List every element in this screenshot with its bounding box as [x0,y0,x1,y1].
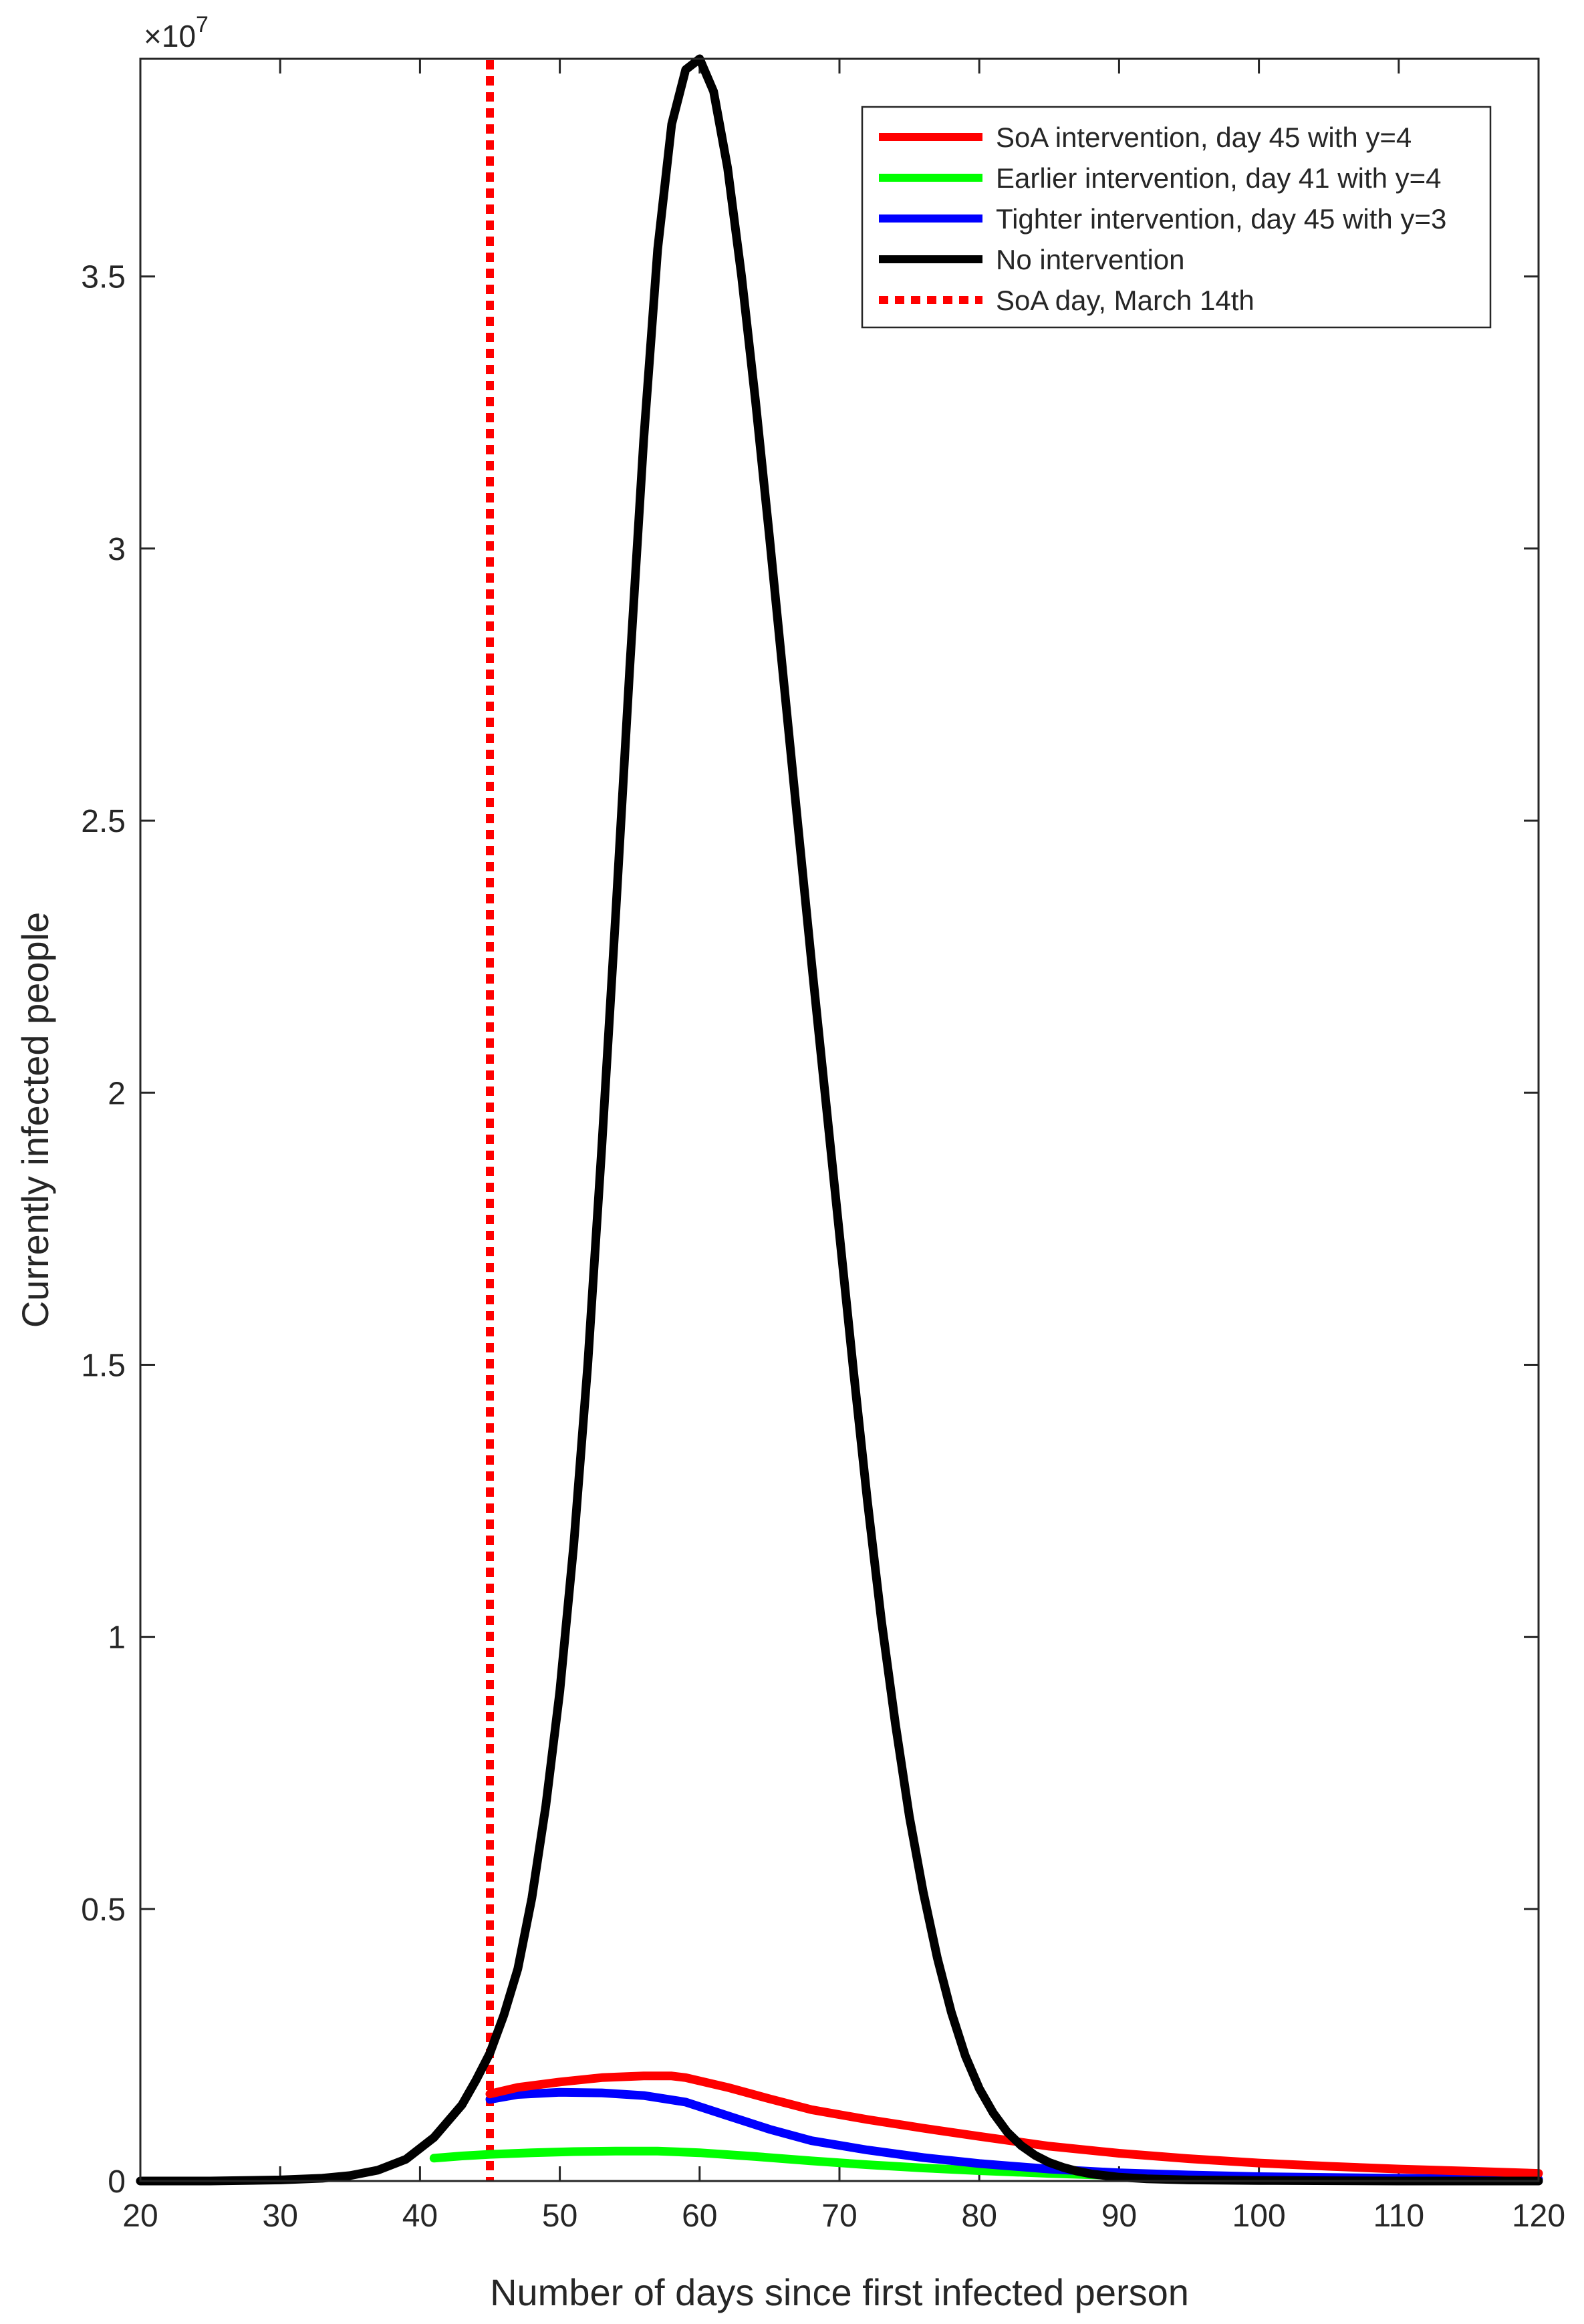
x-axis-label: Number of days since first infected pers… [490,2271,1189,2313]
x-tick-label: 30 [263,2198,298,2234]
series-line-4 [136,54,1543,2186]
tick-labels: 20 30 40 50 60 70 80 90 100 110 120 0 0.5 1 1.5 2 2.5 3 3.… [81,260,1565,2234]
legend-label: No intervention [996,244,1185,275]
x-tick-label: 120 [1512,2198,1565,2234]
y-tick-label: 0 [108,2164,126,2200]
x-tick-label: 20 [122,2198,158,2234]
x-tick-label: 40 [402,2198,438,2234]
y-exponent-label: ×107 [144,12,209,53]
y-tick-label: 2.5 [81,804,126,839]
x-tick-label: 100 [1232,2198,1286,2234]
x-tick-label: 80 [962,2198,997,2234]
legend-label: Earlier intervention, day 41 with y=4 [996,162,1442,194]
series-line-3 [485,2087,1543,2184]
legend-label: SoA day, March 14th [996,285,1255,316]
y-tick-label: 1 [108,1620,126,1656]
x-tick-label: 70 [821,2198,857,2234]
y-tick-label: 0.5 [81,1892,126,1928]
legend-label: SoA intervention, day 45 with y=4 [996,122,1412,153]
y-tick-label: 1.5 [81,1348,126,1383]
legend: SoA intervention, day 45 with y=4 Earlier… [861,106,1492,329]
x-tick-label: 60 [682,2198,717,2234]
y-tick-label: 3 [108,532,126,567]
x-tick-label: 110 [1373,2198,1425,2234]
x-tick-label: 90 [1101,2198,1137,2234]
y-axis-label: Currently infected people [14,912,56,1328]
y-tick-label: 3.5 [81,260,126,295]
series-line-1 [485,2071,1543,2178]
plot-area [140,59,1539,2181]
axes-box [139,57,1540,2182]
y-tick-label: 2 [108,1076,126,1111]
series-layer [136,54,1543,2186]
x-tick-label: 50 [542,2198,577,2234]
legend-label: Tighter intervention, day 45 with y=3 [996,203,1446,235]
